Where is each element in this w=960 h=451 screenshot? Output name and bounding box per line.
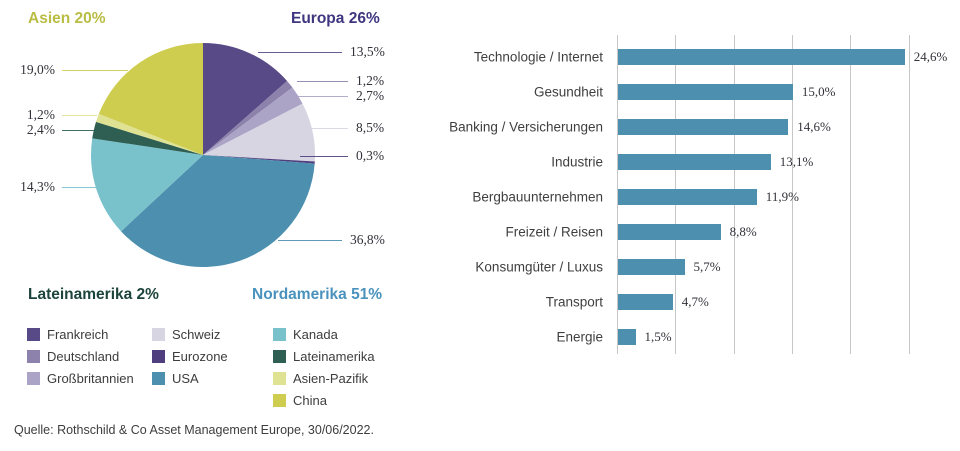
bar-value-label: 8,8% <box>729 224 757 239</box>
bar-category-label: Technologie / Internet <box>473 49 603 65</box>
callout-label-Eurozone: 0,3% <box>356 148 385 163</box>
bar-value-label: 1,5% <box>644 329 672 344</box>
pie-slice-Asien-Pazifik <box>96 113 203 155</box>
grid-line <box>908 35 910 354</box>
legend-label: USA <box>172 371 199 386</box>
legend-item: Lateinamerika <box>273 349 375 364</box>
grid-line <box>617 35 618 354</box>
legend-label: Eurozone <box>172 349 228 364</box>
legend-item: Eurozone <box>152 349 228 364</box>
pie-slice-USA <box>121 155 315 267</box>
legend-swatch <box>152 350 165 363</box>
bar-category-label: Freizeit / Reisen <box>505 224 603 240</box>
callout-label-Schweiz: 8,5% <box>356 120 385 135</box>
legend-item: China <box>273 393 327 408</box>
pie-slice-China <box>98 43 203 155</box>
legend-swatch <box>27 372 40 385</box>
pie-slice-Frankreich <box>203 43 288 155</box>
callout-label-Asien-Pazifik: 1,2% <box>26 107 55 122</box>
bar <box>618 329 636 345</box>
callout-label-China: 19,0% <box>20 62 55 77</box>
bar-category-label: Transport <box>545 294 603 310</box>
legend-label: Großbritannien <box>47 371 134 386</box>
callout-line-Großbritannien <box>293 96 348 97</box>
bar-value-label: 5,7% <box>693 259 721 274</box>
callout-line-Asien-Pazifik <box>62 115 97 116</box>
callout-line-Eurozone <box>300 156 348 157</box>
callout-label-Kanada: 14,3% <box>20 179 55 194</box>
legend-label: Lateinamerika <box>293 349 375 364</box>
callout-line-China <box>62 70 128 71</box>
legend-swatch <box>152 372 165 385</box>
legend-item: Frankreich <box>27 327 108 342</box>
legend-item: Kanada <box>273 327 338 342</box>
callout-line-USA <box>278 240 342 241</box>
bar-value-label: 11,9% <box>765 189 799 204</box>
bar-category-label: Industrie <box>551 154 603 170</box>
pie-slice-Großbritannien <box>203 87 303 155</box>
pie-group-label-asien: Asien 20% <box>28 10 106 27</box>
pie-group-label-europa: Europa 26% <box>291 10 380 27</box>
bar <box>618 259 685 275</box>
pie-slice-Lateinamerika <box>92 121 203 155</box>
callout-line-Lateinamerika <box>62 130 94 131</box>
bar-value-label: 24,6% <box>913 49 948 64</box>
callout-line-Deutschland <box>297 81 348 82</box>
bar-value-label: 14,6% <box>797 119 831 134</box>
callout-label-USA: 36,8% <box>350 232 385 247</box>
bar <box>618 49 905 65</box>
legend-label: Asien-Pazifik <box>293 371 369 386</box>
bar <box>618 84 793 100</box>
legend-label: Schweiz <box>172 327 221 342</box>
bar-value-label: 15,0% <box>801 84 836 99</box>
bar-value-label: 13,1% <box>779 154 814 169</box>
legend-label: Kanada <box>293 327 338 342</box>
grid-line <box>791 35 793 354</box>
pie-slice-Schweiz <box>203 103 315 162</box>
bar <box>618 294 673 310</box>
bar <box>618 119 789 135</box>
legend-item: Asien-Pazifik <box>273 371 368 386</box>
pie-group-label-lateinamerika: Lateinamerika 2% <box>28 286 159 303</box>
legend-label: Deutschland <box>47 349 120 364</box>
callout-label-Frankreich: 13,5% <box>350 44 385 59</box>
legend-item: Großbritannien <box>27 371 134 386</box>
callout-line-Frankreich <box>258 52 342 53</box>
callout-line-Kanada <box>62 187 96 188</box>
legend-swatch <box>273 372 286 385</box>
pie-slice-Eurozone <box>203 155 315 164</box>
legend-item: Schweiz <box>152 327 220 342</box>
legend-item: USA <box>152 371 199 386</box>
grid-line <box>850 35 852 354</box>
bar-category-label: Gesundheit <box>533 84 603 100</box>
legend-item: Deutschland <box>27 349 119 364</box>
pie-slice-Deutschland <box>203 81 293 155</box>
bar-category-label: Konsumgüter / Luxus <box>475 259 603 275</box>
bar-category-label: Bergbauunternehmen <box>472 189 603 205</box>
callout-label-Deutschland: 1,2% <box>356 73 385 88</box>
pie-chart <box>91 43 315 267</box>
legend-swatch <box>152 328 165 341</box>
callout-line-Schweiz <box>297 128 348 129</box>
legend-swatch <box>273 328 286 341</box>
source-note: Quelle: Rothschild & Co Asset Management… <box>14 423 374 437</box>
legend-swatch <box>27 328 40 341</box>
bar <box>618 224 721 240</box>
callout-label-Lateinamerika: 2,4% <box>26 122 55 137</box>
pie-group-label-nordamerika: Nordamerika 51% <box>252 286 383 303</box>
legend-swatch <box>27 350 40 363</box>
bar <box>618 154 771 170</box>
pie-slice-Kanada <box>91 138 203 232</box>
legend-label: Frankreich <box>47 327 109 342</box>
bar-category-label: Banking / Versicherungen <box>449 119 603 135</box>
bar-category-label: Energie <box>556 329 603 345</box>
callout-label-Großbritannien: 2,7% <box>356 88 385 103</box>
legend-label: China <box>293 393 327 408</box>
bar <box>618 189 757 205</box>
bar-value-label: 4,7% <box>681 294 709 309</box>
legend-swatch <box>273 350 286 363</box>
legend-swatch <box>273 394 286 407</box>
